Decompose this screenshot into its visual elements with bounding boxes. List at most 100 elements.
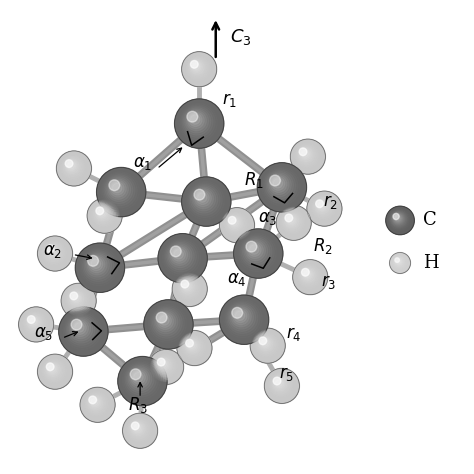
Circle shape [88, 199, 120, 232]
Circle shape [186, 110, 206, 131]
Circle shape [264, 368, 300, 403]
Circle shape [67, 290, 87, 309]
Circle shape [189, 113, 202, 127]
Text: H: H [423, 254, 438, 272]
Text: $R_2$: $R_2$ [313, 237, 333, 256]
Circle shape [297, 264, 321, 289]
Circle shape [112, 183, 122, 193]
Circle shape [227, 215, 244, 232]
Circle shape [88, 255, 99, 266]
Circle shape [18, 307, 54, 342]
Circle shape [273, 376, 287, 391]
Circle shape [396, 259, 401, 263]
Circle shape [392, 255, 408, 271]
Circle shape [222, 298, 264, 340]
Circle shape [95, 206, 110, 221]
Circle shape [94, 205, 111, 222]
Circle shape [265, 369, 298, 402]
Circle shape [157, 358, 165, 366]
Circle shape [191, 61, 203, 73]
Circle shape [80, 387, 115, 422]
Circle shape [390, 253, 410, 273]
Circle shape [62, 310, 104, 352]
Circle shape [70, 292, 82, 304]
Circle shape [249, 245, 259, 254]
Circle shape [46, 362, 60, 377]
Circle shape [160, 316, 169, 325]
Circle shape [234, 229, 283, 278]
Circle shape [132, 422, 144, 434]
Circle shape [386, 206, 414, 235]
Circle shape [286, 216, 296, 225]
Circle shape [62, 156, 84, 178]
Circle shape [294, 261, 326, 293]
Circle shape [395, 215, 401, 221]
Circle shape [105, 176, 133, 204]
Circle shape [66, 314, 97, 345]
Circle shape [316, 201, 328, 212]
Circle shape [229, 305, 254, 329]
Circle shape [99, 210, 105, 216]
Circle shape [59, 307, 108, 356]
Circle shape [164, 239, 199, 274]
Circle shape [388, 208, 412, 232]
Circle shape [124, 362, 158, 397]
Circle shape [299, 266, 319, 285]
Circle shape [87, 198, 122, 233]
Circle shape [41, 357, 68, 384]
Circle shape [90, 398, 100, 407]
Circle shape [396, 259, 401, 264]
Circle shape [174, 273, 204, 303]
Circle shape [299, 147, 313, 162]
Circle shape [151, 352, 181, 382]
Circle shape [96, 207, 104, 215]
Circle shape [298, 265, 320, 287]
Circle shape [161, 237, 203, 279]
Circle shape [317, 201, 327, 210]
Circle shape [177, 277, 200, 299]
Circle shape [109, 180, 120, 191]
Circle shape [154, 310, 178, 334]
Circle shape [181, 280, 189, 288]
Circle shape [257, 163, 307, 212]
Circle shape [107, 178, 131, 201]
Circle shape [295, 144, 318, 166]
Circle shape [150, 350, 182, 383]
Circle shape [155, 356, 174, 375]
Circle shape [131, 421, 145, 436]
Circle shape [182, 52, 217, 87]
Circle shape [98, 169, 144, 215]
Circle shape [182, 282, 192, 291]
Circle shape [61, 283, 96, 318]
Circle shape [70, 319, 91, 339]
Circle shape [26, 314, 43, 331]
Circle shape [246, 241, 257, 252]
Circle shape [192, 187, 216, 211]
Circle shape [180, 334, 207, 361]
Circle shape [38, 355, 71, 388]
Circle shape [272, 375, 289, 392]
Circle shape [80, 387, 115, 422]
Circle shape [123, 413, 157, 448]
Circle shape [179, 279, 196, 296]
Circle shape [101, 172, 139, 210]
Circle shape [83, 391, 110, 418]
Circle shape [183, 108, 211, 135]
Circle shape [188, 342, 195, 348]
Circle shape [392, 212, 405, 226]
Circle shape [82, 250, 114, 282]
Circle shape [133, 423, 142, 433]
Circle shape [183, 283, 190, 290]
Circle shape [125, 364, 156, 395]
Circle shape [188, 58, 208, 77]
Circle shape [183, 178, 228, 224]
Circle shape [124, 414, 156, 447]
Circle shape [97, 167, 146, 217]
Circle shape [184, 54, 214, 83]
Circle shape [155, 311, 176, 332]
Circle shape [86, 393, 106, 413]
Circle shape [264, 170, 296, 201]
Circle shape [170, 245, 190, 265]
Circle shape [42, 358, 66, 383]
Circle shape [163, 238, 201, 276]
